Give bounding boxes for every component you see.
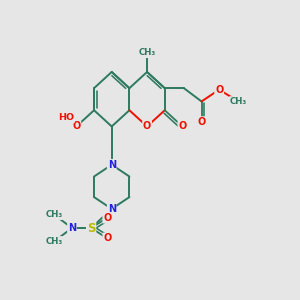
Text: CH₃: CH₃ [138, 48, 156, 57]
Text: O: O [215, 85, 223, 94]
Text: N: N [68, 223, 76, 233]
Text: N: N [108, 160, 116, 170]
Text: S: S [87, 221, 95, 235]
Text: CH₃: CH₃ [46, 210, 63, 219]
Text: N: N [108, 204, 116, 214]
Text: O: O [103, 213, 111, 223]
Text: O: O [178, 122, 187, 131]
Text: CH₃: CH₃ [230, 97, 247, 106]
Text: CH₃: CH₃ [46, 237, 63, 246]
Text: O: O [197, 117, 206, 127]
Text: O: O [143, 122, 151, 131]
Text: H: H [58, 112, 66, 123]
Text: O: O [103, 233, 111, 243]
Text: O: O [72, 122, 80, 131]
Text: HO: HO [58, 113, 74, 122]
